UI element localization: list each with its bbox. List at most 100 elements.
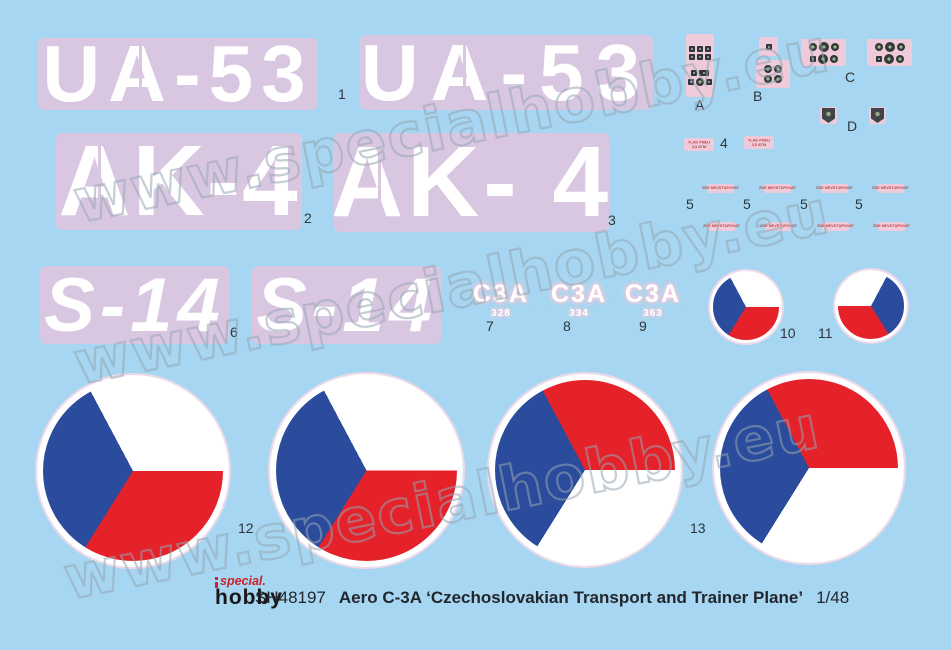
instrument-row xyxy=(691,69,709,76)
instrument-row xyxy=(688,77,712,86)
stencil-text: ZDE NEVSTUPOVAT xyxy=(703,223,740,229)
instrument-dial-icon xyxy=(689,53,695,60)
stencil-group-5-film: ZDE NEVSTUPOVAT xyxy=(760,222,797,231)
instrument-dial-icon xyxy=(896,42,905,51)
shield-badge-icon xyxy=(871,108,884,123)
stencil-text: ZDE NEVSTUPOVAT xyxy=(760,223,797,229)
part-number-5: 5 xyxy=(743,196,751,212)
instrument-dial-icon xyxy=(705,53,711,60)
instrument-dial-icon xyxy=(830,42,839,51)
instrument-dial-icon xyxy=(697,53,703,60)
shield-badge-icon xyxy=(822,108,835,123)
stencil-group-a-film xyxy=(686,34,714,97)
decal-c3a-363: C3A 363 xyxy=(616,280,690,320)
roundel-small-mirrored xyxy=(835,270,907,342)
stencil-group-5-film: ZDE NEVSTUPOVAT xyxy=(759,184,796,193)
instrument-row xyxy=(689,53,711,60)
decal-c3a-328: C3A 328 xyxy=(464,280,538,320)
part-number-13: 13 xyxy=(690,520,706,536)
instrument-dial-icon xyxy=(884,41,895,52)
part-number-1: 1 xyxy=(338,86,346,102)
stencil-group-4-film: TLAK PNEU 3,5 ATM xyxy=(744,136,774,149)
stencil-text: TLAK PNEU 3,5 ATM xyxy=(688,139,710,149)
logo-mark-icon xyxy=(215,576,218,588)
stencil-group-c-film xyxy=(867,39,912,66)
decal-ua53-left: UA-53 xyxy=(38,29,318,118)
stencil-cut xyxy=(97,140,101,223)
instrument-row xyxy=(809,53,838,64)
roundel-large-upper-copy1 xyxy=(37,375,229,567)
stencil-group-b-film xyxy=(756,60,790,88)
stencil-cut xyxy=(138,43,142,105)
decal-s14-right: S-14 xyxy=(252,263,441,348)
c3a-serial-text: 334 xyxy=(569,308,589,319)
instrument-dial-icon xyxy=(697,45,703,52)
part-number-6: 6 xyxy=(230,324,238,340)
stencil-cut xyxy=(462,41,466,104)
logo-top: special. xyxy=(215,575,283,588)
part-number-11: 11 xyxy=(818,325,833,341)
stencil-group-5-film: ZDE NEVSTUPOVAT xyxy=(817,222,854,231)
stencil-text: ZDE NEVSTUPOVAT xyxy=(702,185,739,191)
sheet-title: SH48197 Aero C-3A ‘Czechoslovakian Trans… xyxy=(255,588,849,608)
decal-ua53-right-text: UA-53 xyxy=(360,27,653,117)
instrument-dial-icon xyxy=(883,53,894,64)
product-code: SH48197 xyxy=(255,588,326,607)
part-letter-d: D xyxy=(847,118,858,134)
logo-hobby-text: hobby xyxy=(215,585,283,609)
part-number-10: 10 xyxy=(780,325,796,341)
part-number-5: 5 xyxy=(800,196,808,212)
part-number-9: 9 xyxy=(639,318,647,334)
stencil-text: ZDE NEVSTUPOVAT xyxy=(872,185,909,191)
decal-ua53-left-text: UA-53 xyxy=(42,29,314,118)
stencil-group-5-film: ZDE NEVSTUPOVAT xyxy=(873,222,910,231)
instrument-dial-icon xyxy=(688,78,694,85)
c3a-code-text: C3A xyxy=(624,280,681,308)
decal-ak4-right-text: AK- 4 xyxy=(330,126,613,238)
roundel-small-standard xyxy=(710,271,782,343)
part-number-4: 4 xyxy=(720,135,728,151)
part-number-2: 2 xyxy=(304,210,312,226)
instrument-dial-icon xyxy=(696,77,704,86)
stencil-group-d-film xyxy=(869,107,886,124)
decal-s14-left: S-14 xyxy=(40,263,229,348)
instrument-dial-icon xyxy=(689,45,695,52)
instrument-dial-icon xyxy=(699,69,709,76)
instrument-dial-icon xyxy=(774,65,782,73)
instrument-dial-icon xyxy=(764,75,772,83)
decal-c3a-334: C3A 334 xyxy=(542,282,616,320)
instrument-dial-icon xyxy=(829,54,838,63)
logo-special-text: special. xyxy=(220,574,266,588)
decal-ak4-left-text: AK-4 xyxy=(58,125,300,237)
instrument-row xyxy=(764,65,782,73)
instrument-dial-icon xyxy=(765,43,772,50)
decal-ak4-left: AK-4 xyxy=(56,125,302,237)
part-number-8: 8 xyxy=(563,318,571,334)
decal-s14-left-text: S-14 xyxy=(44,262,225,348)
instrument-row xyxy=(689,45,711,52)
instrument-row xyxy=(764,75,782,83)
c3a-code-text: C3A xyxy=(472,280,529,308)
stencil-group-5-film: ZDE NEVSTUPOVAT xyxy=(703,222,740,231)
part-letter-a: A xyxy=(695,97,705,113)
stencil-text: ZDE NEVSTUPOVAT xyxy=(816,185,853,191)
instrument-dial-icon xyxy=(875,55,882,62)
decal-ua53-right: UA-53 xyxy=(360,28,653,117)
decal-s14-right-text: S-14 xyxy=(256,262,437,348)
stencil-text: ZDE NEVSTUPOVAT xyxy=(817,223,854,229)
part-number-12: 12 xyxy=(238,520,254,536)
instrument-dial-icon xyxy=(874,42,883,51)
part-number-5: 5 xyxy=(855,196,863,212)
special-hobby-logo: special. hobby xyxy=(215,575,283,607)
stencil-group-4-film: TLAK PNEU 3,5 ATM xyxy=(684,138,714,151)
stencil-group-d-film xyxy=(820,107,837,124)
roundel-large-upper-copy2 xyxy=(270,374,463,567)
part-letter-b: B xyxy=(753,88,763,104)
part-number-5: 5 xyxy=(686,196,694,212)
stencil-text: ZDE NEVSTUPOVAT xyxy=(759,185,796,191)
stencil-group-5-film: ZDE NEVSTUPOVAT xyxy=(872,184,909,193)
instrument-row xyxy=(874,41,905,52)
instrument-row xyxy=(808,41,839,52)
stencil-group-5-film: ZDE NEVSTUPOVAT xyxy=(816,184,853,193)
